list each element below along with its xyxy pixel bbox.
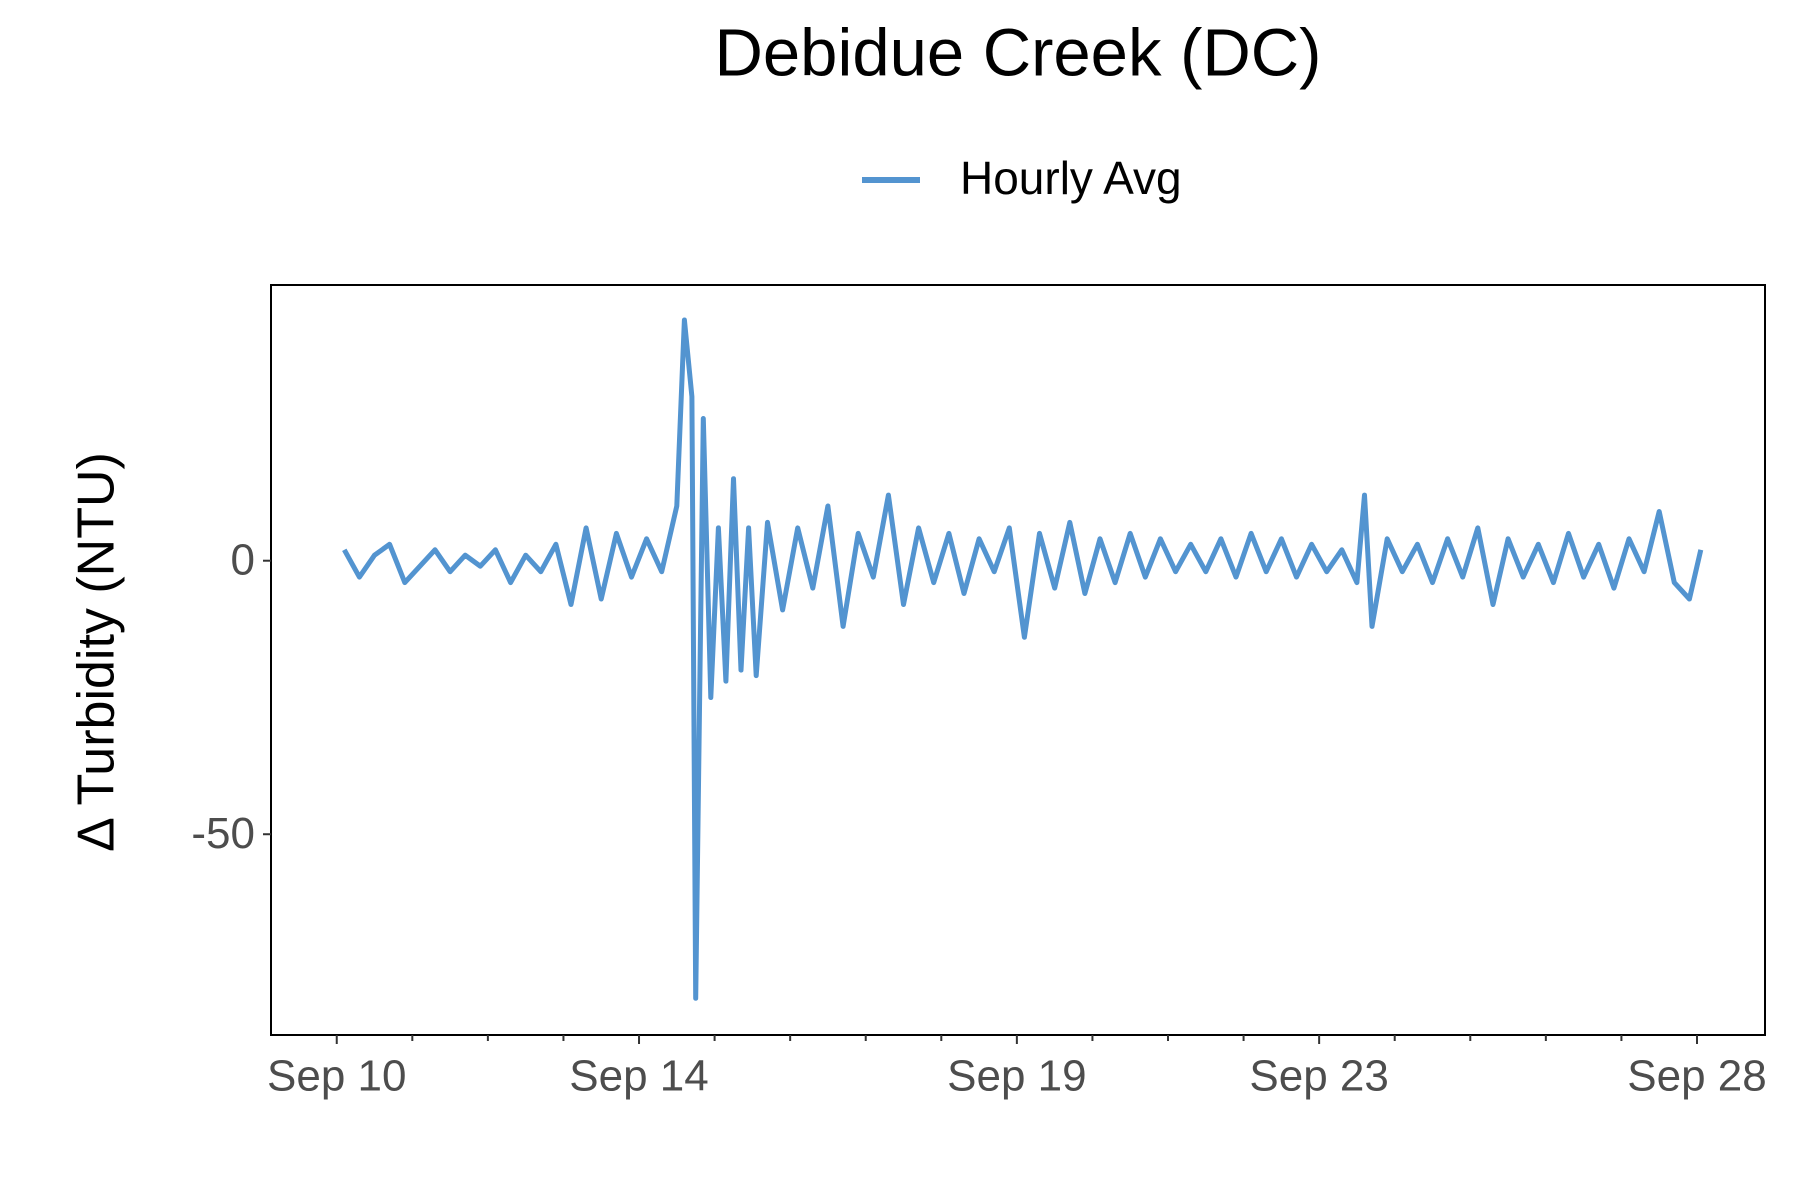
- y-axis-title: Δ Turbidity (NTU): [68, 452, 126, 852]
- x-tick-label: Sep 10: [267, 1052, 406, 1101]
- y-tick-label: 0: [231, 535, 255, 584]
- x-tick-label: Sep 23: [1249, 1052, 1388, 1101]
- x-tick-label: Sep 28: [1627, 1052, 1766, 1101]
- legend-label: Hourly Avg: [960, 152, 1182, 204]
- plot-frame: [270, 284, 1766, 1036]
- x-tick-label: Sep 14: [569, 1052, 708, 1101]
- y-tick-label: -50: [191, 809, 255, 858]
- chart-title: Debidue Creek (DC): [715, 16, 1322, 91]
- x-tick-label: Sep 19: [947, 1052, 1086, 1101]
- data-line: [342, 317, 1704, 1001]
